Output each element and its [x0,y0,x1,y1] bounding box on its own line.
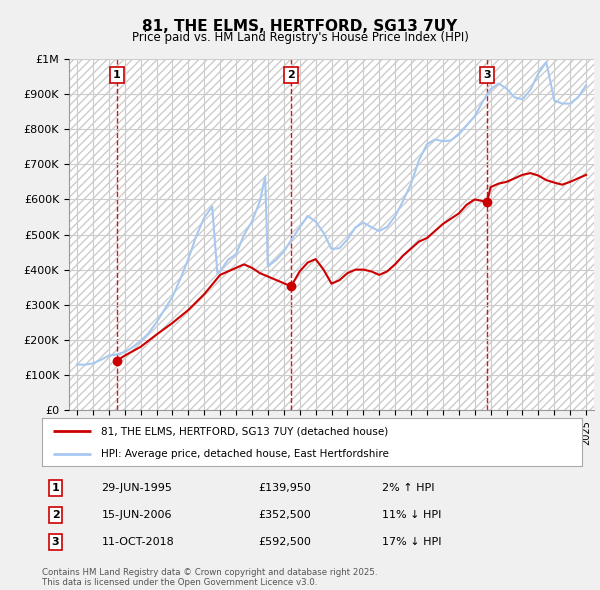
Text: 81, THE ELMS, HERTFORD, SG13 7UY: 81, THE ELMS, HERTFORD, SG13 7UY [142,19,458,34]
Text: 1: 1 [52,483,59,493]
Text: 2: 2 [287,70,295,80]
Text: Contains HM Land Registry data © Crown copyright and database right 2025.
This d: Contains HM Land Registry data © Crown c… [42,568,377,587]
Text: 3: 3 [483,70,491,80]
Text: 3: 3 [52,537,59,547]
Text: £352,500: £352,500 [258,510,311,520]
Text: 1: 1 [113,70,121,80]
Text: Price paid vs. HM Land Registry's House Price Index (HPI): Price paid vs. HM Land Registry's House … [131,31,469,44]
Text: £139,950: £139,950 [258,483,311,493]
Text: 11-OCT-2018: 11-OCT-2018 [101,537,174,547]
Text: 81, THE ELMS, HERTFORD, SG13 7UY (detached house): 81, THE ELMS, HERTFORD, SG13 7UY (detach… [101,426,389,436]
Text: 2: 2 [52,510,59,520]
Text: 2% ↑ HPI: 2% ↑ HPI [382,483,434,493]
Text: 17% ↓ HPI: 17% ↓ HPI [382,537,442,547]
Text: £592,500: £592,500 [258,537,311,547]
Text: 11% ↓ HPI: 11% ↓ HPI [382,510,442,520]
Text: HPI: Average price, detached house, East Hertfordshire: HPI: Average price, detached house, East… [101,449,389,459]
Text: 15-JUN-2006: 15-JUN-2006 [101,510,172,520]
Text: 29-JUN-1995: 29-JUN-1995 [101,483,172,493]
